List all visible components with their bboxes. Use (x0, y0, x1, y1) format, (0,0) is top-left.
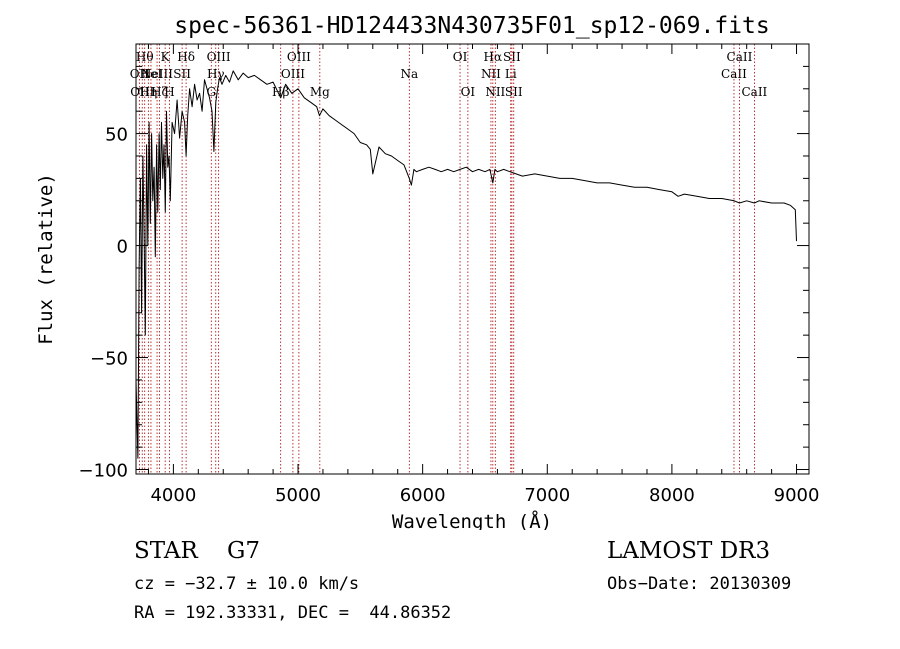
line-label-15: OIII (281, 67, 305, 81)
line-label-24: Li (505, 67, 517, 81)
line-label-0: OII (130, 67, 150, 81)
line-label-20: OI (461, 85, 476, 99)
line-label-21: NII (481, 67, 501, 81)
line-label-13: OIII (207, 50, 231, 64)
line-label-26: SII (505, 85, 523, 99)
line-label-9: SII (173, 67, 191, 81)
line-label-2: Hθ (136, 50, 154, 64)
line-label-23: NII (485, 85, 505, 99)
line-label-4: HeI (140, 67, 163, 81)
line-label-10: Hδ (177, 50, 195, 64)
y-tick-label-1: −50 (90, 349, 128, 370)
y-tick-label-2: 0 (117, 237, 128, 258)
line-label-7: K (161, 50, 171, 64)
spectrum-series (135, 70, 797, 459)
x-tick-label-5: 9000 (774, 485, 820, 506)
x-tick-label-1: 5000 (275, 485, 321, 506)
line-label-5: NeIII (141, 67, 173, 81)
redshift-text: cz = −32.7 ± 10.0 km/s (134, 574, 360, 594)
line-label-17: Mg (310, 85, 330, 99)
spectrum-chart: spec-56361-HD124433N430735F01_sp12-069.f… (35, 13, 820, 530)
chart-title: spec-56361-HD124433N430735F01_sp12-069.f… (174, 13, 769, 39)
x-axis-label: Wavelength (Å) (392, 510, 552, 530)
plot-frame (135, 43, 810, 475)
line-label-16: OIII (287, 50, 311, 64)
object-class-text: STAR G7 (134, 538, 261, 564)
line-label-29: CaII (741, 85, 767, 99)
line-label-12: Hγ (207, 67, 225, 81)
y-tick-label-3: 50 (105, 125, 128, 146)
line-label-28: CaII (727, 50, 753, 64)
x-tick-label-3: 7000 (524, 485, 570, 506)
line-label-18: Na (400, 67, 418, 81)
axis-ticks: 4000 5000 6000 7000 8000 9000 −100 −50 0 50 (79, 43, 820, 506)
series-line-spectrum (135, 70, 797, 459)
line-label-19: OI (453, 50, 468, 64)
y-tick-label-0: −100 (79, 461, 128, 482)
line-label-11: G (206, 85, 216, 99)
x-tick-label-2: 6000 (400, 485, 446, 506)
line-label-8: H (164, 85, 174, 99)
line-label-22: Hα (484, 50, 503, 64)
x-tick-label-0: 4000 (150, 485, 196, 506)
line-label-25: SII (503, 50, 521, 64)
line-label-6: Hζ (151, 85, 168, 99)
coordinates-text: RA = 192.33331, DEC = 44.86352 (134, 603, 452, 623)
spectral-lines: OIIOIIIHθHηHeINeIIIHζKHSIIHδGHγOIIIHβOII… (130, 44, 768, 474)
line-label-27: CaII (721, 67, 747, 81)
line-label-3: Hη (140, 85, 158, 99)
x-tick-label-4: 8000 (649, 485, 695, 506)
survey-name-text: LAMOST DR3 (607, 538, 771, 564)
y-axis-label: Flux (relative) (35, 173, 57, 345)
obs-date-text: Obs−Date: 20130309 (607, 574, 792, 594)
